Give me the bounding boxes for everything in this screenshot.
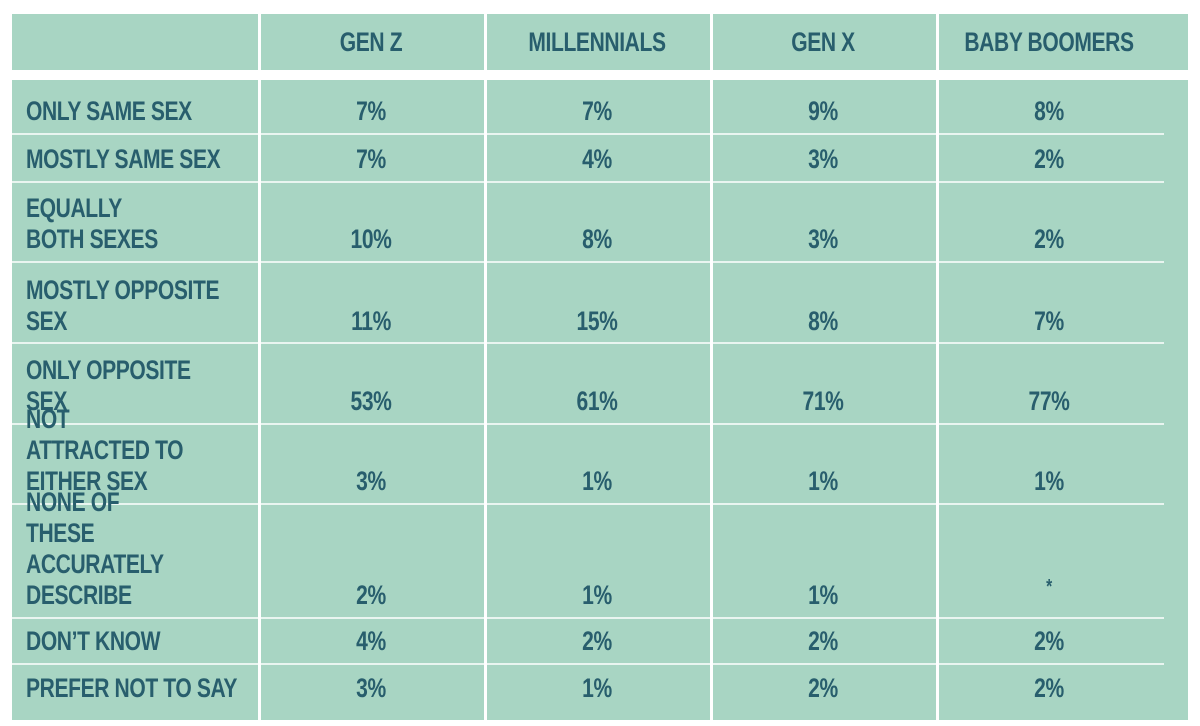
row-divider [12,342,1164,344]
data-cell: 2% [808,673,838,703]
data-cell: 61% [576,386,618,416]
data-cell: 1% [808,466,838,496]
data-cell: 8% [1034,96,1064,126]
data-cell: 1% [582,673,612,703]
column-divider [710,14,713,720]
column-header-baby-boomers: BABY BOOMERS [964,27,1134,57]
row-divider [12,181,1164,183]
data-cell: 53% [350,386,392,416]
data-cell: 7% [582,96,612,126]
row-label: EQUALLY BOTH SEXES [26,193,158,254]
column-divider [936,14,939,720]
row-divider [12,423,1164,425]
data-cell: 8% [582,224,612,254]
row-label: MOSTLY SAME SEX [26,144,221,174]
table-body-band [12,80,1188,720]
column-divider [484,14,487,720]
data-cell: 3% [356,466,386,496]
row-divider [12,133,1164,135]
table-header-band [12,14,1188,70]
data-cell: 10% [350,224,392,254]
data-cell: 9% [808,96,838,126]
data-cell: 2% [1034,144,1064,174]
row-label: PREFER NOT TO SAY [26,673,238,703]
data-cell: 71% [802,386,844,416]
row-label: ONLY OPPOSITE SEX [26,355,191,416]
data-cell: * [1046,576,1052,598]
data-cell: 2% [356,580,386,610]
data-cell: 77% [1028,386,1070,416]
data-cell: 3% [808,144,838,174]
column-header-millennials: MILLENNIALS [528,27,666,57]
data-cell: 2% [582,626,612,656]
data-cell: 2% [1034,626,1064,656]
row-label: NONE OF THESE ACCURATELY DESCRIBE [26,487,164,610]
row-divider [12,663,1164,665]
column-divider [258,14,261,720]
data-cell: 2% [808,626,838,656]
data-cell: 8% [808,306,838,336]
row-divider [12,503,1164,505]
column-header-gen-z: GEN Z [339,27,403,57]
data-cell: 3% [356,673,386,703]
row-divider [12,261,1164,263]
row-label: DON’T KNOW [26,626,161,656]
data-cell: 2% [1034,224,1064,254]
data-cell: 7% [356,96,386,126]
data-cell: 15% [576,306,618,336]
data-cell: 1% [808,580,838,610]
data-cell: 3% [808,224,838,254]
data-cell: 11% [351,306,391,336]
row-label: ONLY SAME SEX [26,96,192,126]
data-cell: 4% [356,626,386,656]
data-cell: 7% [356,144,386,174]
data-cell: 1% [582,580,612,610]
data-cell: 1% [582,466,612,496]
row-divider [12,617,1164,619]
data-cell: 7% [1034,306,1064,336]
data-cell: 1% [1034,466,1064,496]
column-header-gen-x: GEN X [791,27,855,57]
row-label: NOT ATTRACTED TO EITHER SEX [26,404,184,496]
data-cell: 4% [582,144,612,174]
row-label: MOSTLY OPPOSITE SEX [26,275,220,336]
data-cell: 2% [1034,673,1064,703]
